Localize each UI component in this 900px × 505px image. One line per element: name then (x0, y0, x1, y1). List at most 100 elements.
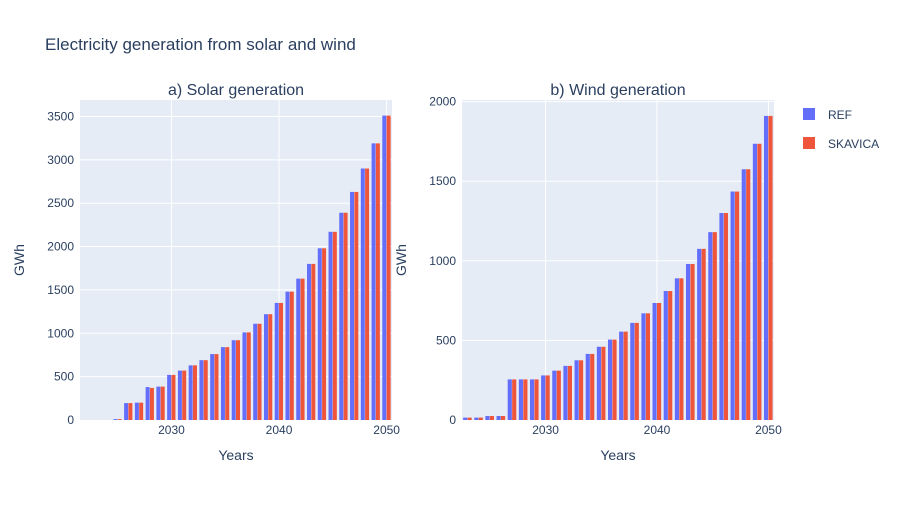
legend-label-skavica: SKAVICA (828, 137, 879, 151)
bar-ref-2038 (253, 323, 258, 420)
solar-subtitle: a) Solar generation (168, 82, 304, 99)
bar-skavica-2025 (117, 419, 122, 420)
bar-skavica-2040 (279, 302, 284, 420)
bar-skavica-2035 (601, 346, 606, 420)
bar-skavica-2026 (501, 416, 506, 420)
bar-ref-2030 (167, 374, 172, 420)
x-tick-label: 2040 (266, 423, 293, 437)
bar-ref-2029 (156, 386, 161, 420)
bar-ref-2033 (199, 360, 204, 420)
bar-ref-2024 (474, 417, 479, 420)
bar-skavica-2048 (365, 168, 370, 420)
legend-item-skavica[interactable]: SKAVICA (803, 137, 879, 151)
bar-ref-2026 (496, 416, 501, 420)
bar-ref-2027 (507, 379, 512, 420)
wind-subtitle: b) Wind generation (550, 82, 685, 99)
bar-ref-2035 (220, 347, 225, 420)
y-tick-label: 3000 (47, 153, 74, 167)
bar-skavica-2041 (289, 291, 294, 420)
bar-skavica-2046 (723, 213, 729, 420)
x-tick-label: 2030 (532, 423, 559, 437)
bar-skavica-2034 (590, 353, 595, 420)
bar-ref-2040 (652, 302, 657, 420)
bar-skavica-2049 (375, 143, 380, 421)
y-tick-label: 2500 (47, 196, 74, 210)
bar-ref-2034 (585, 353, 590, 420)
solar-y-ticks: 0 500 1000 1500 2000 2500 3000 3500 (47, 109, 74, 427)
legend-swatch-ref (803, 108, 815, 120)
bar-skavica-2037 (623, 331, 628, 420)
bar-skavica-2031 (556, 370, 561, 420)
bar-skavica-2040 (657, 302, 662, 420)
bar-ref-2035 (596, 346, 601, 420)
bar-ref-2042 (296, 278, 301, 420)
bar-skavica-2035 (225, 347, 230, 420)
y-tick-label: 1500 (47, 283, 74, 297)
bar-skavica-2039 (268, 314, 273, 420)
bar-ref-2034 (210, 354, 215, 420)
bar-ref-2028 (518, 379, 523, 420)
bar-ref-2045 (708, 232, 713, 420)
bar-skavica-2048 (746, 169, 751, 420)
x-tick-label: 2040 (644, 423, 671, 437)
bar-ref-2041 (285, 291, 290, 420)
bar-ref-2047 (350, 191, 355, 420)
bar-skavica-2036 (612, 339, 617, 420)
x-tick-label: 2050 (755, 423, 782, 437)
y-tick-label: 1000 (429, 254, 456, 268)
bar-ref-2032 (563, 365, 568, 420)
legend-item-ref[interactable]: REF (803, 108, 852, 122)
bar-ref-2050 (382, 115, 387, 421)
wind-y-ticks: 0 500 1000 1500 2000 (429, 95, 456, 427)
wind-x-ticks: 2030 2040 2050 (532, 423, 782, 437)
bar-ref-2039 (641, 313, 646, 420)
bar-ref-2030 (541, 375, 546, 420)
wind-bars (463, 115, 773, 421)
y-tick-label: 2000 (47, 240, 74, 254)
bar-skavica-2043 (311, 263, 316, 420)
bar-ref-2040 (274, 302, 279, 420)
bar-skavica-2042 (679, 278, 684, 420)
bar-skavica-2023 (467, 417, 472, 420)
legend-label-ref: REF (828, 108, 852, 122)
bar-skavica-2029 (160, 386, 165, 420)
bar-skavica-2042 (300, 278, 305, 420)
bar-skavica-2029 (534, 379, 539, 420)
bar-skavica-2045 (712, 232, 717, 420)
bar-ref-2047 (730, 191, 735, 420)
x-tick-label: 2050 (373, 423, 400, 437)
bar-ref-2044 (317, 248, 322, 420)
bar-skavica-2031 (182, 370, 187, 420)
bar-ref-2050 (763, 115, 769, 421)
bar-skavica-2038 (634, 322, 639, 420)
bar-ref-2045 (328, 231, 333, 420)
bar-skavica-2050 (768, 115, 773, 421)
bar-skavica-2030 (545, 375, 550, 420)
legend[interactable]: REF SKAVICA (803, 108, 879, 151)
bar-ref-2028 (145, 387, 150, 420)
bar-ref-2025 (113, 419, 118, 420)
bar-ref-2023 (463, 417, 468, 420)
bar-ref-2038 (630, 322, 635, 420)
bar-ref-2044 (697, 248, 702, 420)
bar-skavica-2043 (690, 263, 695, 420)
bar-skavica-2039 (645, 313, 651, 420)
bar-skavica-2034 (214, 354, 219, 420)
bar-ref-2043 (307, 263, 312, 420)
solar-x-ticks: 2030 2040 2050 (158, 423, 400, 437)
bar-skavica-2044 (701, 248, 706, 420)
solar-bars (113, 115, 391, 421)
bar-ref-2025 (485, 416, 490, 420)
chart-title: Electricity generation from solar and wi… (45, 35, 356, 54)
bar-ref-2049 (371, 143, 376, 421)
bar-skavica-2026 (128, 403, 133, 420)
bar-skavica-2024 (478, 417, 483, 420)
bar-skavica-2037 (246, 332, 251, 420)
bar-skavica-2032 (567, 365, 573, 420)
y-tick-label: 0 (67, 413, 74, 427)
bar-ref-2042 (674, 278, 679, 420)
bar-skavica-2025 (489, 416, 495, 420)
bar-skavica-2028 (523, 379, 528, 420)
bar-skavica-2044 (322, 248, 327, 420)
